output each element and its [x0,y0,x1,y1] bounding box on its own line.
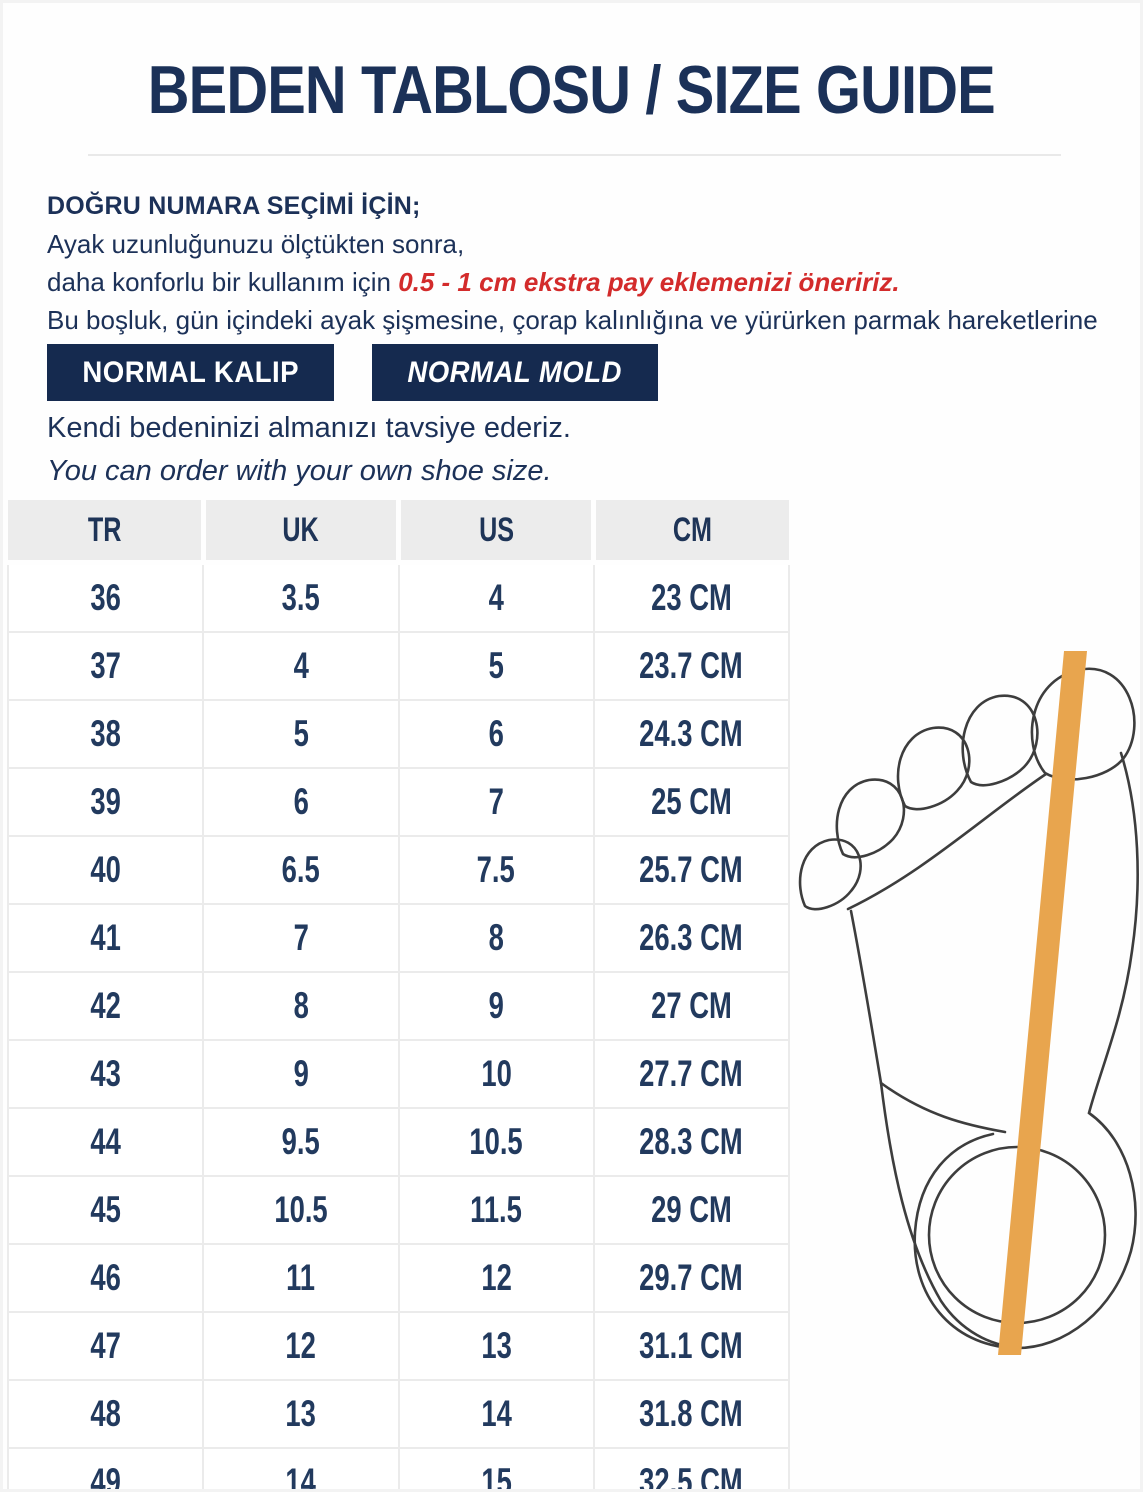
table-cell: 24.3 CM [592,699,791,769]
intro-line-2-highlight: 0.5 - 1 cm ekstra pay eklemenizi öneriri… [398,267,900,297]
table-cell: 14 [202,1447,400,1489]
table-cell: 13 [397,1311,595,1381]
table-cell: 4 [202,631,400,701]
table-row: 46 11 12 29.7 CM [6,1243,791,1313]
table-cell: 9 [397,971,595,1041]
table-cell: 7 [202,903,400,973]
table-cell: 9.5 [202,1107,400,1177]
table-cell: 25.7 CM [592,835,791,905]
table-cell: 26.3 CM [592,903,791,973]
table-row: 37 4 5 23.7 CM [6,631,791,701]
badge-normal-kalip: NORMAL KALIP [47,344,335,401]
table-cell: 13 [202,1379,400,1449]
table-row: 41 7 8 26.3 CM [6,903,791,973]
table-cell: 45 [6,1175,205,1245]
table-row: 40 6.5 7.5 25.7 CM [6,835,791,905]
table-cell: 43 [6,1039,205,1109]
table-cell: 6 [397,699,595,769]
table-cell: 29.7 CM [592,1243,791,1313]
table-cell: 12 [202,1311,400,1381]
table-cell: 36 [6,561,205,633]
table-row: 36 3.5 4 23 CM [6,561,791,633]
table-cell: 7 [397,767,595,837]
table-cell: 47 [6,1311,205,1381]
table-cell: 49 [6,1447,205,1489]
table-cell: 14 [397,1379,595,1449]
table-cell: 44 [6,1107,205,1177]
table-cell: 9 [202,1039,400,1109]
recommendation-text: Kendi bedeninizi almanızı tavsiye ederiz… [47,407,571,493]
table-cell: 46 [6,1243,205,1313]
intro-heading: DOĞRU NUMARA SEÇİMİ İÇİN; [47,192,421,220]
table-row: 39 6 7 25 CM [6,767,791,837]
table-cell: 10.5 [397,1107,595,1177]
table-cell: 23.7 CM [592,631,791,701]
table-cell: 3.5 [202,561,400,633]
table-row: 49 14 15 32.5 CM [6,1447,791,1489]
table-cell: 6.5 [202,835,400,905]
table-cell: 6 [202,767,400,837]
table-cell: 11 [202,1243,400,1313]
measuring-stick [998,651,1087,1355]
divider-line [88,154,1061,156]
table-row: 43 9 10 27.7 CM [6,1039,791,1109]
table-cell: 29 CM [592,1175,791,1245]
table-cell: 10.5 [202,1175,400,1245]
column-header-cm: CM [591,500,789,565]
table-cell: 32.5 CM [592,1447,791,1489]
mold-badges: NORMAL KALIP NORMAL MOLD [47,344,658,401]
table-cell: 10 [397,1039,595,1109]
table-cell: 8 [397,903,595,973]
recommendation-tr: Kendi bedeninizi almanızı tavsiye ederiz… [47,412,571,444]
table-cell: 38 [6,699,205,769]
table-cell: 7.5 [397,835,595,905]
table-cell: 40 [6,835,205,905]
table-cell: 41 [6,903,205,973]
table-cell: 48 [6,1379,205,1449]
table-cell: 4 [397,561,595,633]
size-table-head: TR UK US CM [8,500,789,565]
intro-line-2-prefix: daha konforlu bir kullanım için [47,267,399,297]
column-header-us: US [395,500,597,565]
table-cell: 12 [397,1243,595,1313]
size-table-header-row: TR UK US CM [8,500,789,565]
table-cell: 42 [6,971,205,1041]
table-cell: 15 [397,1447,595,1489]
recommendation-en: You can order with your own shoe size. [47,455,552,487]
table-cell: 27 CM [592,971,791,1041]
table-cell: 28.3 CM [592,1107,791,1177]
column-header-uk: UK [200,500,402,565]
foot-measure-illustration [798,651,1139,1355]
size-table-body: 36 3.5 4 23 CM 37 4 5 23.7 CM 38 5 6 24.3 CM 39 6 7 25 … [6,561,791,1489]
table-cell: 27.7 CM [592,1039,791,1109]
table-cell: 31.1 CM [592,1311,791,1381]
table-cell: 23 CM [592,561,791,633]
table-row: 42 8 9 27 CM [6,971,791,1041]
table-row: 47 12 13 31.1 CM [6,1311,791,1381]
table-cell: 39 [6,767,205,837]
column-header-tr: TR [8,500,206,565]
table-cell: 37 [6,631,205,701]
table-row: 48 13 14 31.8 CM [6,1379,791,1449]
table-cell: 8 [202,971,400,1041]
table-cell: 25 CM [592,767,791,837]
table-row: 44 9.5 10.5 28.3 CM [6,1107,791,1177]
table-cell: 5 [397,631,595,701]
badge-normal-mold: NORMAL MOLD [372,344,658,401]
table-cell: 5 [202,699,400,769]
table-row: 45 10.5 11.5 29 CM [6,1175,791,1245]
intro-line-1: Ayak uzunluğunuzu ölçtükten sonra, [47,229,465,259]
size-table-container: TR UK US CM 36 3.5 4 23 CM 37 4 5 23.7 CM 38 5 6 24.3 … [6,500,791,1489]
foot-outline [798,667,1139,1350]
size-table: TR UK US CM 36 3.5 4 23 CM 37 4 5 23.7 CM 38 5 6 24.3 … [6,500,791,1489]
table-cell: 11.5 [397,1175,595,1245]
page-title: BEDEN TABLOSU / SIZE GUIDE [147,52,996,128]
table-cell: 31.8 CM [592,1379,791,1449]
intro-line-2: daha konforlu bir kullanım için 0.5 - 1 … [47,263,1117,301]
table-row: 38 5 6 24.3 CM [6,699,791,769]
